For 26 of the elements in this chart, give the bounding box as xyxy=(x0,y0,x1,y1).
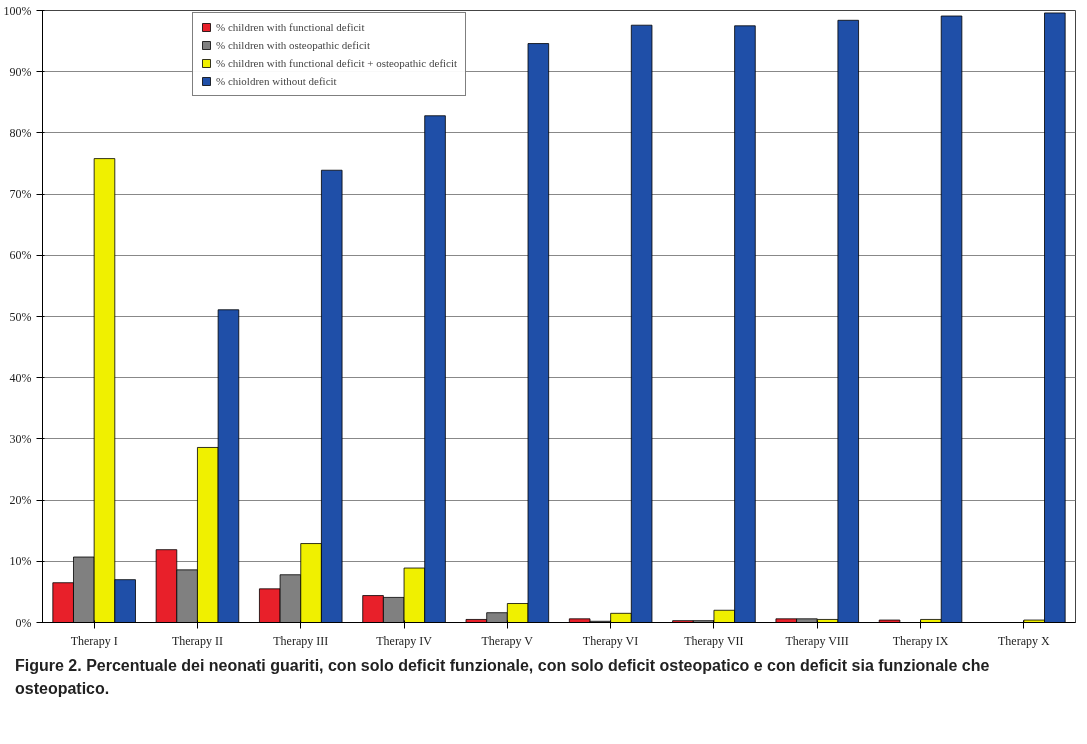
x-tick-label: Therapy II xyxy=(171,633,223,648)
y-tick-label: 90% xyxy=(9,64,32,79)
x-tick-label: Therapy IX xyxy=(892,633,949,648)
y-tick-label: 20% xyxy=(9,493,32,508)
y-tick-label: 10% xyxy=(9,554,32,569)
caption: Figure 2. Percentuale dei neonati guariti, con solo deficit funzionale, con solo deficit osteopatico e con deficit sia funzionale che osteopatico. xyxy=(15,656,991,699)
y-tick-label: 70% xyxy=(9,187,32,202)
y-tick-label: 50% xyxy=(9,309,32,324)
x-tick-label: Therapy IV xyxy=(376,633,433,648)
y-tick-label: 100% xyxy=(3,3,32,18)
x-tick-label: Therapy VII xyxy=(684,633,744,648)
x-tick-label: Therapy V xyxy=(481,633,534,648)
legend-label: % children with functional deficit + osteopathic deficit xyxy=(216,57,458,69)
y-tick-label: 80% xyxy=(9,125,32,140)
x-tick-label: Therapy VIII xyxy=(785,633,849,648)
legend-label: % children with osteopathic deficit xyxy=(216,39,370,51)
x-tick-label: Therapy VI xyxy=(582,633,639,648)
x-tick-label: Therapy III xyxy=(273,633,329,648)
y-tick-label: 40% xyxy=(9,370,32,385)
y-tick-label: 60% xyxy=(9,248,32,263)
legend-label: % children with functional deficit xyxy=(216,21,365,33)
y-tick-label: 30% xyxy=(9,431,32,446)
legend-label: % chioldren without deficit xyxy=(216,75,337,87)
x-tick-label: Therapy X xyxy=(998,633,1051,648)
x-tick-label: Therapy I xyxy=(70,633,118,648)
y-tick-label: 0% xyxy=(15,615,32,630)
